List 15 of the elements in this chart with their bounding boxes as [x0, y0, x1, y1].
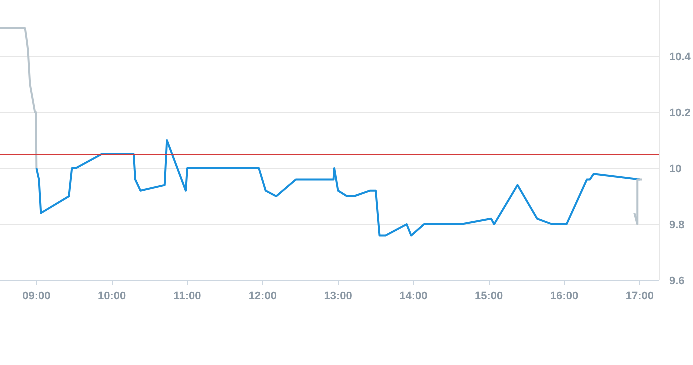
x-tick-label: 12:00: [248, 290, 277, 302]
y-tick-label: 9.6: [670, 276, 685, 288]
y-tick-label: 10.4: [670, 52, 692, 64]
x-tick-label: 15:00: [475, 290, 504, 302]
line-series: [0, 28, 38, 170]
y-tick-label: 10: [670, 164, 682, 176]
x-tick-label: 16:00: [550, 290, 579, 302]
y-tick-label: 9.8: [670, 220, 685, 232]
x-tick-label: 11:00: [174, 290, 202, 302]
x-tick-label: 09:00: [22, 290, 51, 302]
x-tick-label: 13:00: [324, 290, 352, 302]
y-tick-label: 10.2: [670, 108, 691, 120]
x-tick-label: 10:00: [98, 290, 126, 302]
x-tick-label: 17:00: [626, 290, 654, 302]
x-tick-label: 14:00: [400, 290, 428, 302]
